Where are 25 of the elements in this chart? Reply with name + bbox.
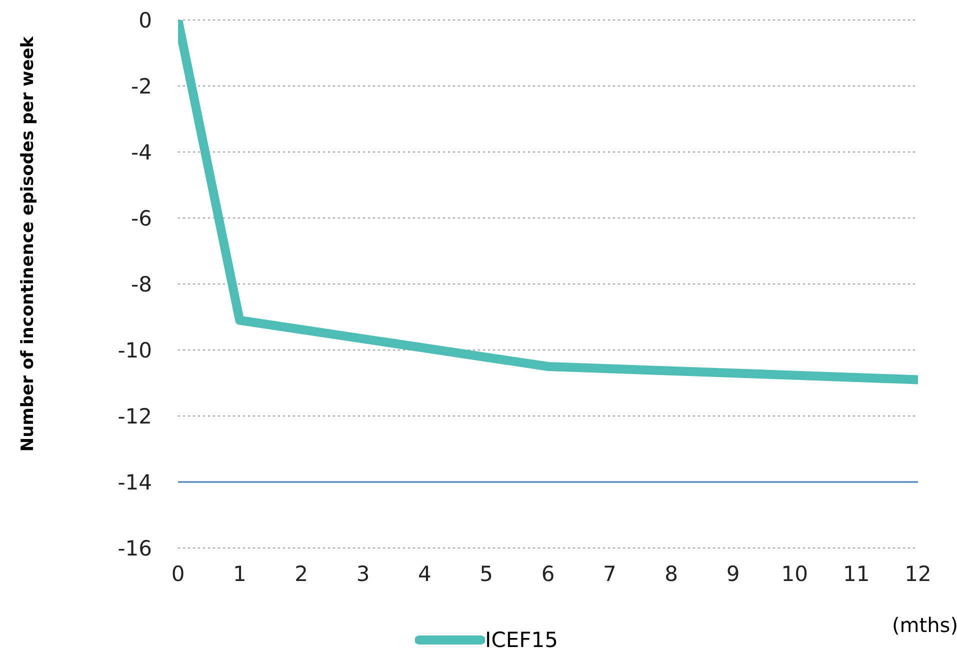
y-tick-label: -8 — [131, 272, 152, 296]
y-tick-label: 0 — [138, 8, 152, 32]
y-tick-label: -12 — [118, 404, 152, 428]
y-tick-label: -6 — [131, 206, 152, 230]
x-tick-label: 10 — [781, 562, 808, 586]
y-tick-label: -4 — [131, 140, 152, 164]
y-tick-label: -14 — [118, 470, 152, 494]
x-tick-label: 0 — [171, 562, 185, 586]
x-tick-label: 9 — [726, 562, 740, 586]
x-tick-label: 6 — [541, 562, 555, 586]
text: (mths) — [892, 613, 957, 637]
x-tick-label: 11 — [842, 562, 870, 586]
x-tick-label: 1 — [232, 562, 246, 586]
x-tick-label: 12 — [904, 562, 932, 586]
x-tick-label: 8 — [664, 562, 678, 586]
y-axis-title: Number of incontinence episodes per week — [17, 35, 39, 454]
x-tick-label: 2 — [294, 562, 308, 586]
x-tick-label: 4 — [418, 562, 432, 586]
x-tick-label: 7 — [602, 562, 616, 586]
y-tick-label: -16 — [118, 536, 152, 560]
y-tick-label: -10 — [118, 338, 152, 362]
x-tick-label: 5 — [480, 562, 494, 586]
legend-label: ICEF15 — [485, 628, 558, 652]
x-tick-label: 3 — [356, 562, 370, 586]
y-tick-label: -2 — [131, 74, 152, 98]
